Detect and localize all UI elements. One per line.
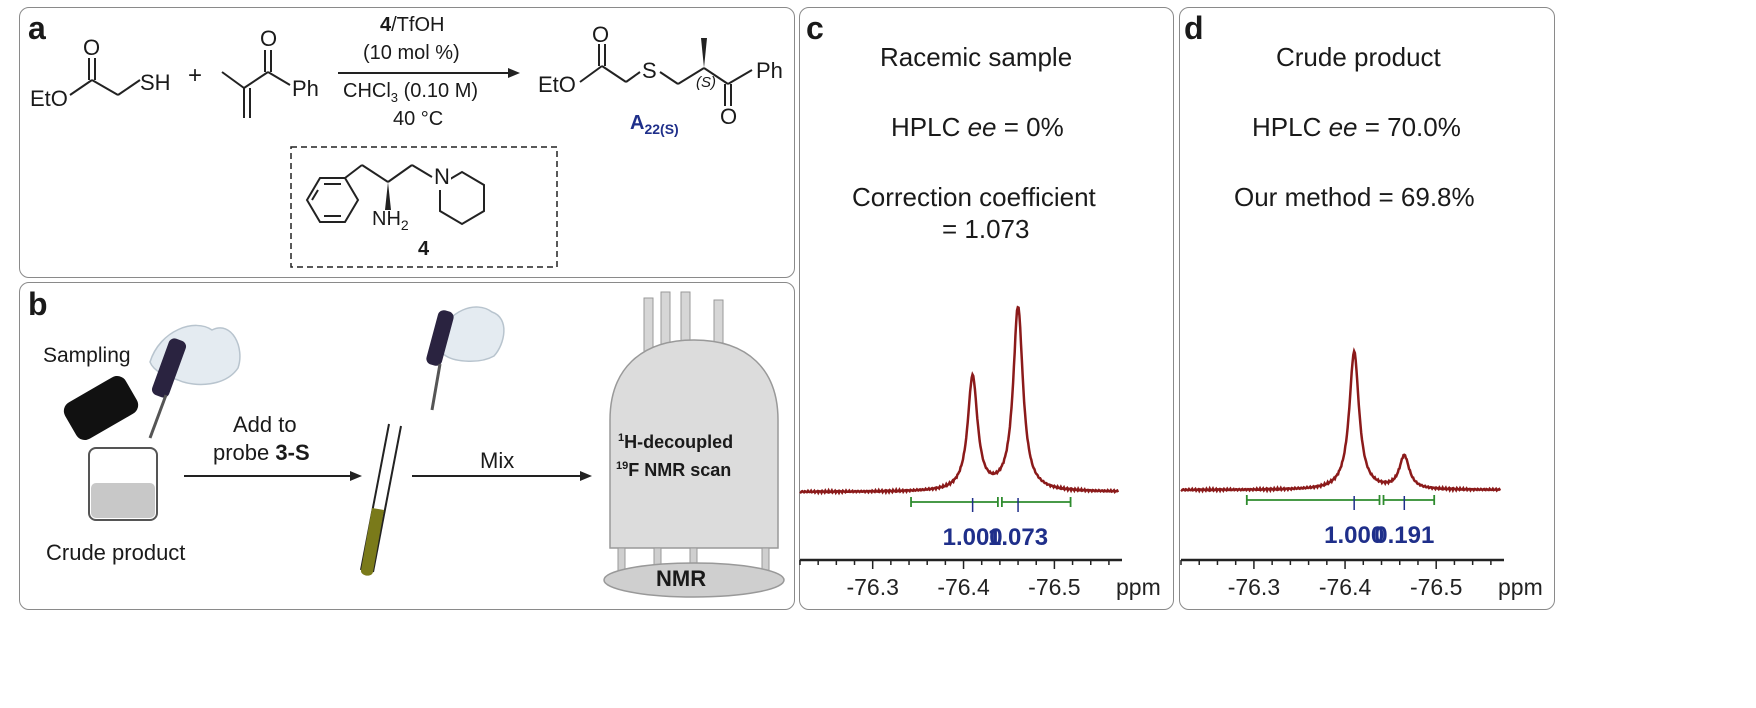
reactant1-sh: SH xyxy=(140,70,171,95)
panel-c-coef-line1: Correction coefficient xyxy=(852,182,1096,212)
reactant2-ph: Ph xyxy=(292,76,319,101)
catalyst-nh2-sub: 2 xyxy=(400,217,409,233)
conditions-loading: (10 mol %) xyxy=(363,42,460,64)
product-stereo: (S) xyxy=(696,74,716,91)
sampling-label: Sampling xyxy=(43,344,131,367)
panel-d-hplc: HPLC ee = 70.0% xyxy=(1252,112,1461,143)
nmr-scan-line1-sup: 1 xyxy=(618,432,625,444)
conditions-catalyst-acid: /TfOH xyxy=(391,14,445,36)
panel-d-method: Our method = 69.8% xyxy=(1234,182,1475,212)
product-o-ketone: O xyxy=(720,104,738,129)
nmr-scan-line2-sup: 19 xyxy=(616,460,629,472)
reactant1-eto: EtO xyxy=(30,86,68,111)
panel-c-hplc: HPLC ee = 0% xyxy=(891,112,1064,143)
nmr-scan-line2: 19F NMR scan xyxy=(616,460,731,481)
nmr-scan-line1: 1H-decoupled xyxy=(618,432,733,453)
product-o-ester: O xyxy=(592,22,610,47)
panel-c-coef-line2: = 1.073 xyxy=(942,214,1030,244)
product-eto: EtO xyxy=(538,72,576,97)
add-label-line2: probe 3-S xyxy=(213,440,310,466)
panel-c-hplc-value: = 0% xyxy=(996,112,1064,142)
panel-c-label: c xyxy=(806,10,824,46)
catalyst-label: 4 xyxy=(418,238,430,260)
catalyst-nh2-main: NH xyxy=(372,208,401,230)
conditions-catalyst: 4/TfOH xyxy=(380,14,444,37)
panel-a-label: a xyxy=(28,10,46,46)
conditions-catalyst-num: 4 xyxy=(380,14,392,36)
catalyst-n: N xyxy=(433,164,451,190)
mix-label: Mix xyxy=(480,448,515,473)
panel-c-hplc-prefix: HPLC xyxy=(891,112,968,142)
panel-c-title: Racemic sample xyxy=(880,42,1073,72)
conditions-temperature: 40 °C xyxy=(393,108,444,130)
panel-d-label: d xyxy=(1184,10,1204,46)
crude-product-label: Crude product xyxy=(46,540,186,565)
product-s: S xyxy=(642,58,657,83)
panel-d xyxy=(1179,7,1555,610)
solvent-concentration: (0.10 M) xyxy=(398,80,479,102)
product-label-sub: 22(S) xyxy=(644,121,679,137)
nmr-scan-line1-text: H-decoupled xyxy=(624,432,734,452)
product-label-main: A xyxy=(630,112,645,134)
panel-d-hplc-prefix: HPLC xyxy=(1252,112,1329,142)
panel-d-hplc-ee: ee xyxy=(1328,112,1358,142)
product-ph: Ph xyxy=(756,58,783,83)
solvent-sub: 3 xyxy=(390,90,399,105)
plus-sign: + xyxy=(188,62,203,89)
conditions-solvent: CHCl3 (0.10 M) xyxy=(343,80,478,105)
panel-d-hplc-value: = 70.0% xyxy=(1357,112,1461,142)
product-label: A22(S) xyxy=(630,112,679,137)
panel-c-hplc-ee: ee xyxy=(967,112,997,142)
add-label-line1: Add to xyxy=(233,412,297,437)
add-label-probe: 3-S xyxy=(275,440,310,465)
add-label-prefix: probe xyxy=(213,440,276,465)
panel-b-label: b xyxy=(28,286,48,322)
catalyst-nh2: NH2 xyxy=(372,208,409,233)
solvent-name: CHCl xyxy=(343,80,391,102)
nmr-base-label: NMR xyxy=(656,566,707,591)
panel-d-title: Crude product xyxy=(1276,42,1441,72)
panel-c xyxy=(799,7,1174,610)
nmr-scan-line2-text: F NMR scan xyxy=(628,460,732,480)
reactant1-o: O xyxy=(83,35,101,60)
reactant2-o: O xyxy=(260,26,278,51)
